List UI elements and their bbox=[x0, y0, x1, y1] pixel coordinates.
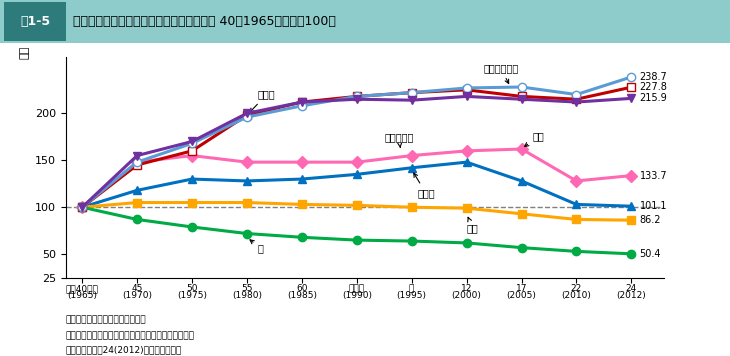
Text: 平成２: 平成２ bbox=[349, 284, 365, 293]
Text: 果実: 果実 bbox=[525, 131, 545, 147]
Text: 60: 60 bbox=[296, 284, 307, 293]
Text: (2005): (2005) bbox=[507, 291, 537, 300]
Text: 図1-5: 図1-5 bbox=[20, 15, 50, 28]
Text: (1995): (1995) bbox=[396, 291, 426, 300]
Text: 12: 12 bbox=[461, 284, 472, 293]
Text: ７: ７ bbox=[409, 284, 415, 293]
Text: 50: 50 bbox=[186, 284, 198, 293]
Text: (1990): (1990) bbox=[342, 291, 372, 300]
Text: 肉類・鶏卵: 肉類・鶏卵 bbox=[384, 132, 414, 147]
Text: 牛乳・乳製品: 牛乳・乳製品 bbox=[483, 63, 518, 83]
Text: 238.7: 238.7 bbox=[639, 72, 667, 82]
Text: 野菜: 野菜 bbox=[466, 217, 478, 233]
Text: 55: 55 bbox=[241, 284, 253, 293]
Text: 22: 22 bbox=[571, 284, 582, 293]
Text: 86.2: 86.2 bbox=[639, 215, 661, 225]
Text: (1980): (1980) bbox=[232, 291, 262, 300]
Text: 24: 24 bbox=[626, 284, 637, 293]
Text: (2000): (2000) bbox=[452, 291, 482, 300]
Text: (2012): (2012) bbox=[616, 291, 646, 300]
Text: (1965): (1965) bbox=[67, 291, 97, 300]
Y-axis label: 指数: 指数 bbox=[20, 46, 30, 59]
Text: 133.7: 133.7 bbox=[639, 171, 667, 180]
Text: 米: 米 bbox=[250, 240, 264, 253]
Text: (1975): (1975) bbox=[177, 291, 207, 300]
Text: 注：１）国民１人・１年当たりの供給純食料の値。: 注：１）国民１人・１年当たりの供給純食料の値。 bbox=[66, 331, 195, 340]
Text: 101.1: 101.1 bbox=[639, 201, 667, 211]
Text: 資料：農林水産省「食料需給表」: 資料：農林水産省「食料需給表」 bbox=[66, 315, 146, 324]
Text: 油脂類: 油脂類 bbox=[250, 89, 275, 112]
Text: 魚介類: 魚介類 bbox=[414, 173, 435, 198]
Text: 215.9: 215.9 bbox=[639, 93, 667, 103]
Text: 昭和40年度: 昭和40年度 bbox=[66, 284, 99, 293]
Text: (1970): (1970) bbox=[122, 291, 152, 300]
Text: 50.4: 50.4 bbox=[639, 249, 661, 259]
Text: 227.8: 227.8 bbox=[639, 82, 667, 92]
Text: １人当たりの品目別消費量の推移（昭和 40（1965）年度＝100）: １人当たりの品目別消費量の推移（昭和 40（1965）年度＝100） bbox=[73, 15, 336, 28]
Text: 45: 45 bbox=[131, 284, 143, 293]
Bar bbox=[4, 2, 66, 41]
Text: (1985): (1985) bbox=[287, 291, 317, 300]
Text: ２）平成24(2012)年度は概算値。: ２）平成24(2012)年度は概算値。 bbox=[66, 345, 182, 354]
Text: 17: 17 bbox=[516, 284, 527, 293]
Text: (2010): (2010) bbox=[561, 291, 591, 300]
